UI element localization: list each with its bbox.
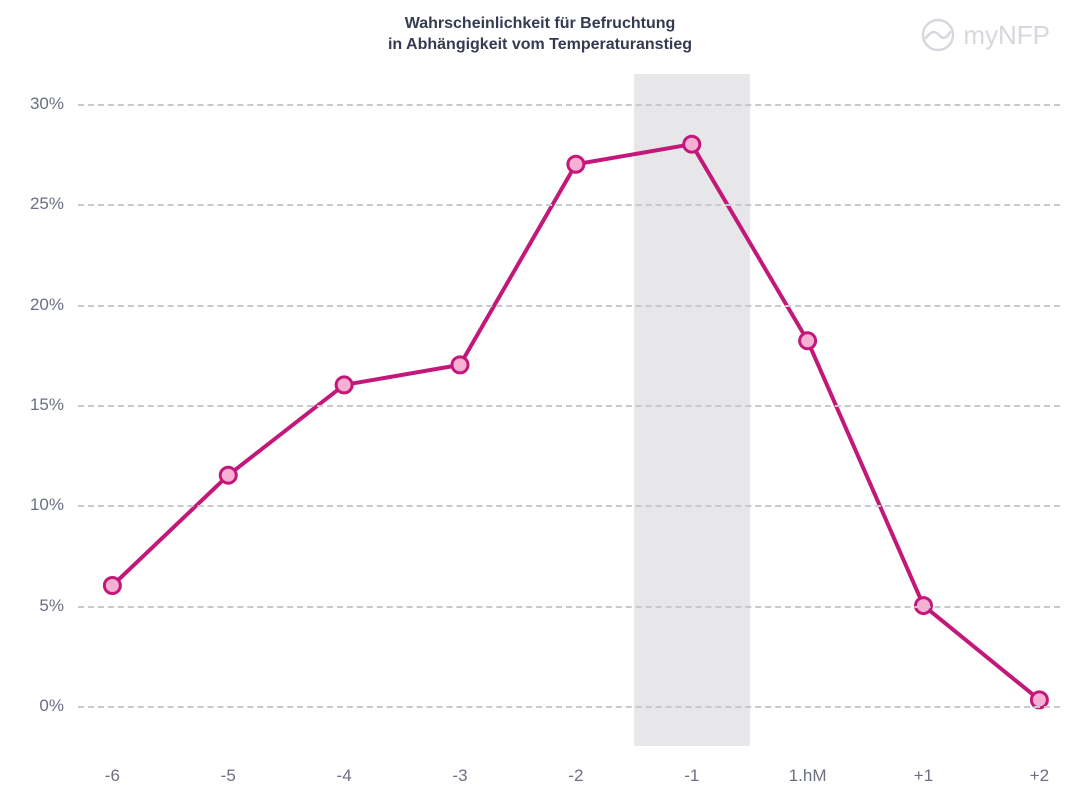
x-axis-label: -1 — [684, 766, 699, 786]
gridline — [78, 405, 1060, 407]
y-axis-label: 30% — [30, 94, 64, 114]
x-axis-label: -3 — [452, 766, 467, 786]
line-series — [78, 74, 1060, 746]
x-axis-label: -2 — [568, 766, 583, 786]
logo-icon — [921, 18, 955, 52]
logo-text: myNFP — [963, 20, 1050, 51]
y-axis-label: 0% — [39, 696, 64, 716]
y-axis-label: 20% — [30, 295, 64, 315]
y-axis-label: 25% — [30, 194, 64, 214]
gridline — [78, 305, 1060, 307]
x-axis-label: -6 — [105, 766, 120, 786]
brand-logo: myNFP — [921, 18, 1050, 52]
y-axis-label: 10% — [30, 495, 64, 515]
x-axis-label: +2 — [1030, 766, 1049, 786]
gridline — [78, 706, 1060, 708]
chart-container: Wahrscheinlichkeit für Befruchtung in Ab… — [0, 0, 1080, 800]
y-axis-label: 5% — [39, 596, 64, 616]
y-axis-label: 15% — [30, 395, 64, 415]
x-axis-label: -4 — [337, 766, 352, 786]
plot-area: 0%5%10%15%20%25%30%-6-5-4-3-2-11.hM+1+2 — [78, 74, 1060, 746]
gridline — [78, 505, 1060, 507]
x-axis-label: 1.hM — [789, 766, 827, 786]
gridline — [78, 606, 1060, 608]
x-axis-label: +1 — [914, 766, 933, 786]
chart-title: Wahrscheinlichkeit für Befruchtung in Ab… — [0, 14, 1080, 56]
gridline — [78, 104, 1060, 106]
gridline — [78, 204, 1060, 206]
x-axis-label: -5 — [221, 766, 236, 786]
